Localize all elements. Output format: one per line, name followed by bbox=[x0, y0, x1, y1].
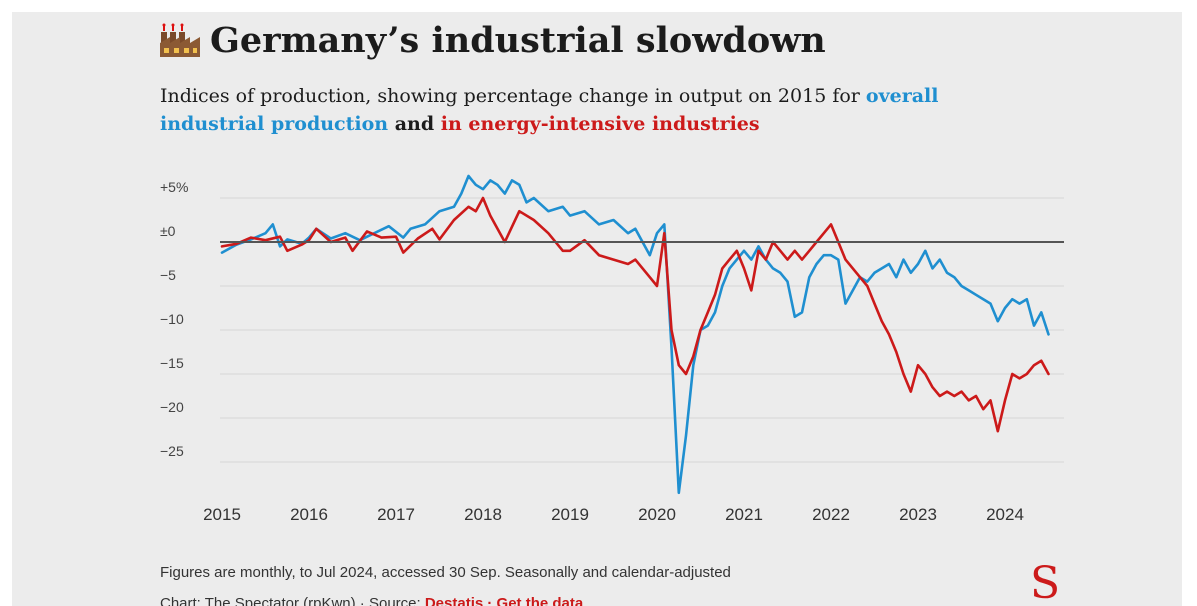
x-tick-label: 2015 bbox=[203, 505, 241, 524]
x-tick-label: 2023 bbox=[899, 505, 937, 524]
x-tick-label: 2017 bbox=[377, 505, 415, 524]
y-tick-label: −15 bbox=[160, 355, 184, 371]
subtitle-energy-label: in energy-intensive industries bbox=[440, 113, 760, 135]
series-line-energy bbox=[220, 196, 1050, 433]
x-tick-label: 2022 bbox=[812, 505, 850, 524]
get-data-link[interactable]: Get the data bbox=[496, 595, 584, 606]
x-tick-label: 2024 bbox=[986, 505, 1024, 524]
chart-title: Germany’s industrial slowdown bbox=[160, 20, 826, 61]
spectator-logo: S bbox=[1030, 558, 1061, 606]
series-line-overall bbox=[220, 174, 1050, 495]
source-link[interactable]: Destatis bbox=[424, 595, 484, 606]
chart-title-text: Germany’s industrial slowdown bbox=[210, 20, 826, 61]
x-tick-label: 2016 bbox=[290, 505, 328, 524]
subtitle-text-2: and bbox=[388, 113, 441, 135]
x-tick-label: 2018 bbox=[464, 505, 502, 524]
credit-line: Chart: The Spectator (rpKwn) · Source: D… bbox=[160, 595, 583, 606]
y-tick-label: −25 bbox=[160, 443, 184, 459]
credit-prefix: Chart: The Spectator (rpKwn) · Source: bbox=[160, 595, 425, 606]
x-tick-label: 2020 bbox=[638, 505, 676, 524]
y-tick-label: ±0 bbox=[160, 223, 176, 239]
y-tick-label: −5 bbox=[160, 267, 176, 283]
y-tick-label: −10 bbox=[160, 311, 184, 327]
footnote: Figures are monthly, to Jul 2024, access… bbox=[160, 564, 731, 581]
subtitle-overall-label: overall industrial production bbox=[160, 85, 939, 135]
subtitle-text-1: Indices of production, showing percentag… bbox=[160, 85, 866, 107]
y-tick-label: +5% bbox=[160, 179, 188, 195]
y-tick-label: −20 bbox=[160, 399, 184, 415]
chart-subtitle: Indices of production, showing percentag… bbox=[160, 82, 1040, 138]
factory-icon bbox=[160, 23, 200, 57]
line-chart: +5% ±0 −5 −10 −15 −20 −25 2015 2016 2017 2018 2019 2… bbox=[160, 174, 1064, 524]
credit-separator: · bbox=[483, 595, 497, 606]
x-tick-label: 2021 bbox=[725, 505, 763, 524]
chart-card: Germany’s industrial slowdown Indices of… bbox=[12, 12, 1182, 606]
x-tick-label: 2019 bbox=[551, 505, 589, 524]
